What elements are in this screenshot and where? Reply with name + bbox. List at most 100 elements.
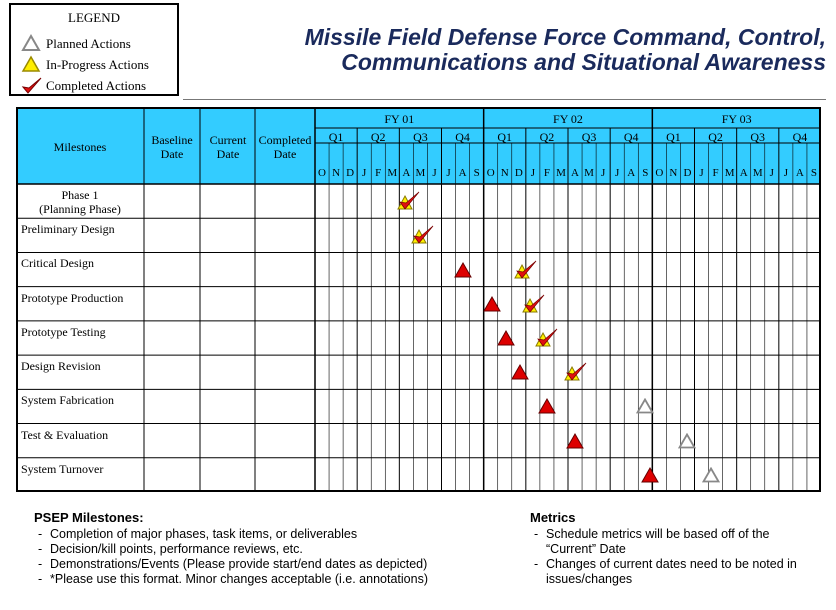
month-label: A	[627, 167, 636, 179]
month-label: J	[362, 167, 367, 179]
quarter-label: Q3	[581, 130, 597, 144]
month-label: A	[795, 167, 804, 179]
milestone-label: Critical Design	[21, 256, 94, 271]
month-label: J	[446, 167, 451, 179]
quarter-label: Q3	[750, 130, 766, 144]
month-label: M	[724, 167, 735, 179]
month-label: J	[783, 167, 788, 179]
quarter-label: Q4	[623, 130, 639, 144]
planned-triangle-icon	[678, 432, 697, 454]
month-label: O	[655, 167, 664, 179]
month-label: F	[712, 167, 719, 179]
month-label: N	[332, 167, 341, 179]
psep-item: *Please use this format. Minor changes a…	[34, 572, 504, 587]
legend-title: LEGEND	[68, 10, 120, 25]
milestone-label: Prototype Testing	[21, 324, 106, 339]
schedule-grid-lines	[16, 107, 821, 492]
month-label: M	[415, 167, 426, 179]
milestone-label: Design Revision	[21, 359, 101, 374]
red-triangle-icon	[483, 295, 501, 317]
month-label: M	[387, 167, 398, 179]
header-baseline-date: Baseline Date	[151, 133, 193, 161]
month-label: A	[402, 167, 411, 179]
fiscal-year-label: FY 01	[384, 112, 415, 126]
milestone-label: Phase 1	[61, 188, 99, 202]
in-progress-completed-icon	[564, 361, 588, 388]
legend-item-planned: Planned Actions	[21, 33, 131, 54]
psep-title: PSEP Milestones:	[34, 510, 144, 525]
month-label: J	[699, 167, 704, 179]
metrics-section: Metrics Schedule metrics will be based o…	[530, 510, 820, 587]
month-label: A	[571, 167, 579, 179]
milestone-label: System Fabrication	[21, 393, 114, 408]
month-label: M	[584, 167, 594, 179]
milestone-label: Test & Evaluation	[21, 427, 109, 442]
quarter-label: Q1	[666, 130, 681, 144]
header-current-date: Current Date	[209, 133, 247, 161]
in-progress-completed-icon	[513, 259, 538, 286]
metrics-title: Metrics	[530, 510, 576, 525]
open-triangle-icon	[21, 33, 43, 54]
month-label: D	[514, 167, 523, 179]
month-label: D	[346, 167, 355, 179]
title-divider	[183, 99, 826, 100]
psep-item: Decision/kill points, performance review…	[34, 542, 504, 557]
quarter-label: Q3	[413, 130, 428, 144]
month-label: J	[600, 167, 606, 179]
in-progress-completed-icon	[522, 293, 546, 320]
month-label: J	[432, 167, 437, 179]
quarter-label: Q4	[792, 130, 808, 144]
quarter-label: Q2	[539, 130, 555, 144]
page-title-line2: Communications and Situational Awareness	[341, 49, 826, 75]
fiscal-year-label: FY 03	[721, 112, 752, 126]
month-label: M	[752, 167, 763, 179]
yellow-triangle-icon	[21, 55, 43, 75]
legend-item-inprogress: In-Progress Actions	[21, 55, 149, 75]
quarter-label: Q2	[708, 130, 723, 144]
milestone-label: Prototype Production	[21, 290, 124, 305]
month-label: A	[458, 167, 467, 179]
in-progress-completed-icon	[535, 327, 559, 354]
header-completed-date: Completed Date	[258, 133, 312, 161]
milestone-label: System Turnover	[21, 461, 104, 476]
month-label: J	[769, 167, 774, 179]
page-title-line1: Missile Field Defense Force Command, Con…	[304, 24, 826, 50]
red-triangle-icon	[640, 466, 659, 488]
legend-label-inprogress: In-Progress Actions	[46, 57, 149, 72]
planned-triangle-icon	[636, 398, 655, 419]
milestone-label: Preliminary Design	[21, 222, 115, 237]
month-label: J	[530, 167, 535, 179]
month-label: F	[375, 167, 382, 179]
in-progress-completed-icon	[411, 224, 435, 251]
month-label: F	[543, 167, 550, 179]
red-triangle-icon	[511, 364, 530, 385]
milestone-label-sub: (Planning Phase)	[39, 202, 121, 216]
legend-label-planned: Planned Actions	[46, 36, 131, 51]
month-label: J	[615, 167, 620, 179]
table-border	[16, 107, 821, 492]
quarter-label: Q4	[455, 130, 470, 144]
schedule-table: Milestones Baseline Date Current Date Co…	[16, 107, 821, 492]
month-label: S	[473, 167, 480, 179]
red-checkmark-icon	[21, 76, 43, 96]
month-label: N	[669, 167, 678, 179]
month-label: A	[739, 167, 748, 179]
month-label: M	[556, 167, 566, 179]
month-label: O	[318, 167, 326, 179]
quarter-label: Q1	[497, 130, 513, 144]
month-label: S	[810, 167, 818, 179]
red-triangle-icon	[497, 329, 516, 351]
red-triangle-icon	[538, 398, 556, 419]
psep-milestones-section: PSEP Milestones: Completion of major pha…	[34, 510, 504, 587]
month-label: D	[683, 167, 692, 179]
psep-item: Demonstrations/Events (Please provide st…	[34, 557, 504, 572]
quarter-label: Q2	[370, 130, 386, 144]
red-triangle-icon	[566, 432, 584, 454]
legend-label-completed: Completed Actions	[46, 78, 147, 93]
legend-box: LEGEND Planned Actions In-Progress Actio…	[9, 3, 179, 96]
header-background	[16, 107, 821, 184]
month-label: N	[500, 167, 509, 179]
quarter-label: Q1	[328, 130, 344, 144]
page-title: Missile Field Defense Force Command, Con…	[305, 25, 826, 75]
metrics-item: Schedule metrics will be based off of th…	[530, 527, 820, 557]
